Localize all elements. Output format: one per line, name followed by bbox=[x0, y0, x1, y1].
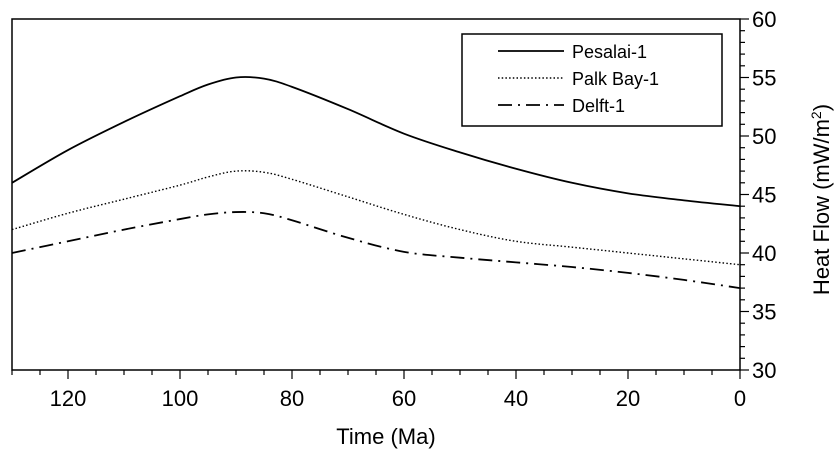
y-axis-title: Heat Flow (mW/m2) bbox=[808, 104, 834, 295]
legend-label: Palk Bay-1 bbox=[572, 69, 659, 89]
y-tick-label: 40 bbox=[752, 241, 776, 266]
legend: Pesalai-1 Palk Bay-1 Delft-1 bbox=[461, 33, 723, 127]
y-tick-label: 30 bbox=[752, 358, 776, 383]
y-tick-label: 50 bbox=[752, 124, 776, 149]
y-tick-label: 45 bbox=[752, 183, 776, 208]
x-tick-label: 0 bbox=[734, 386, 746, 411]
y-axis-title-main: Heat Flow (mW/m bbox=[809, 119, 834, 295]
legend-label: Delft-1 bbox=[572, 96, 625, 116]
series-line-pesalai-1 bbox=[11, 76, 741, 208]
y-tick-label: 60 bbox=[752, 7, 776, 32]
series-line-delft-1 bbox=[11, 211, 741, 289]
legend-box bbox=[461, 33, 723, 127]
series-layer bbox=[11, 76, 741, 289]
legend-label: Pesalai-1 bbox=[572, 42, 647, 62]
y-axis: 30 35 40 45 50 55 60 bbox=[740, 7, 776, 383]
series-line-palk-bay-1 bbox=[11, 170, 741, 266]
x-tick-label: 20 bbox=[616, 386, 640, 411]
x-tick-label: 120 bbox=[50, 386, 87, 411]
x-tick-label: 100 bbox=[162, 386, 199, 411]
x-tick-label: 60 bbox=[392, 386, 416, 411]
x-axis-title: Time (Ma) bbox=[336, 424, 435, 449]
y-axis-title-close: ) bbox=[809, 104, 834, 111]
x-tick-label: 40 bbox=[504, 386, 528, 411]
x-tick-label: 80 bbox=[280, 386, 304, 411]
y-tick-label: 35 bbox=[752, 300, 776, 325]
y-tick-label: 55 bbox=[752, 66, 776, 91]
y-axis-title-superscript: 2 bbox=[808, 111, 824, 119]
x-axis: 120 100 80 60 40 20 0 bbox=[11, 370, 746, 411]
